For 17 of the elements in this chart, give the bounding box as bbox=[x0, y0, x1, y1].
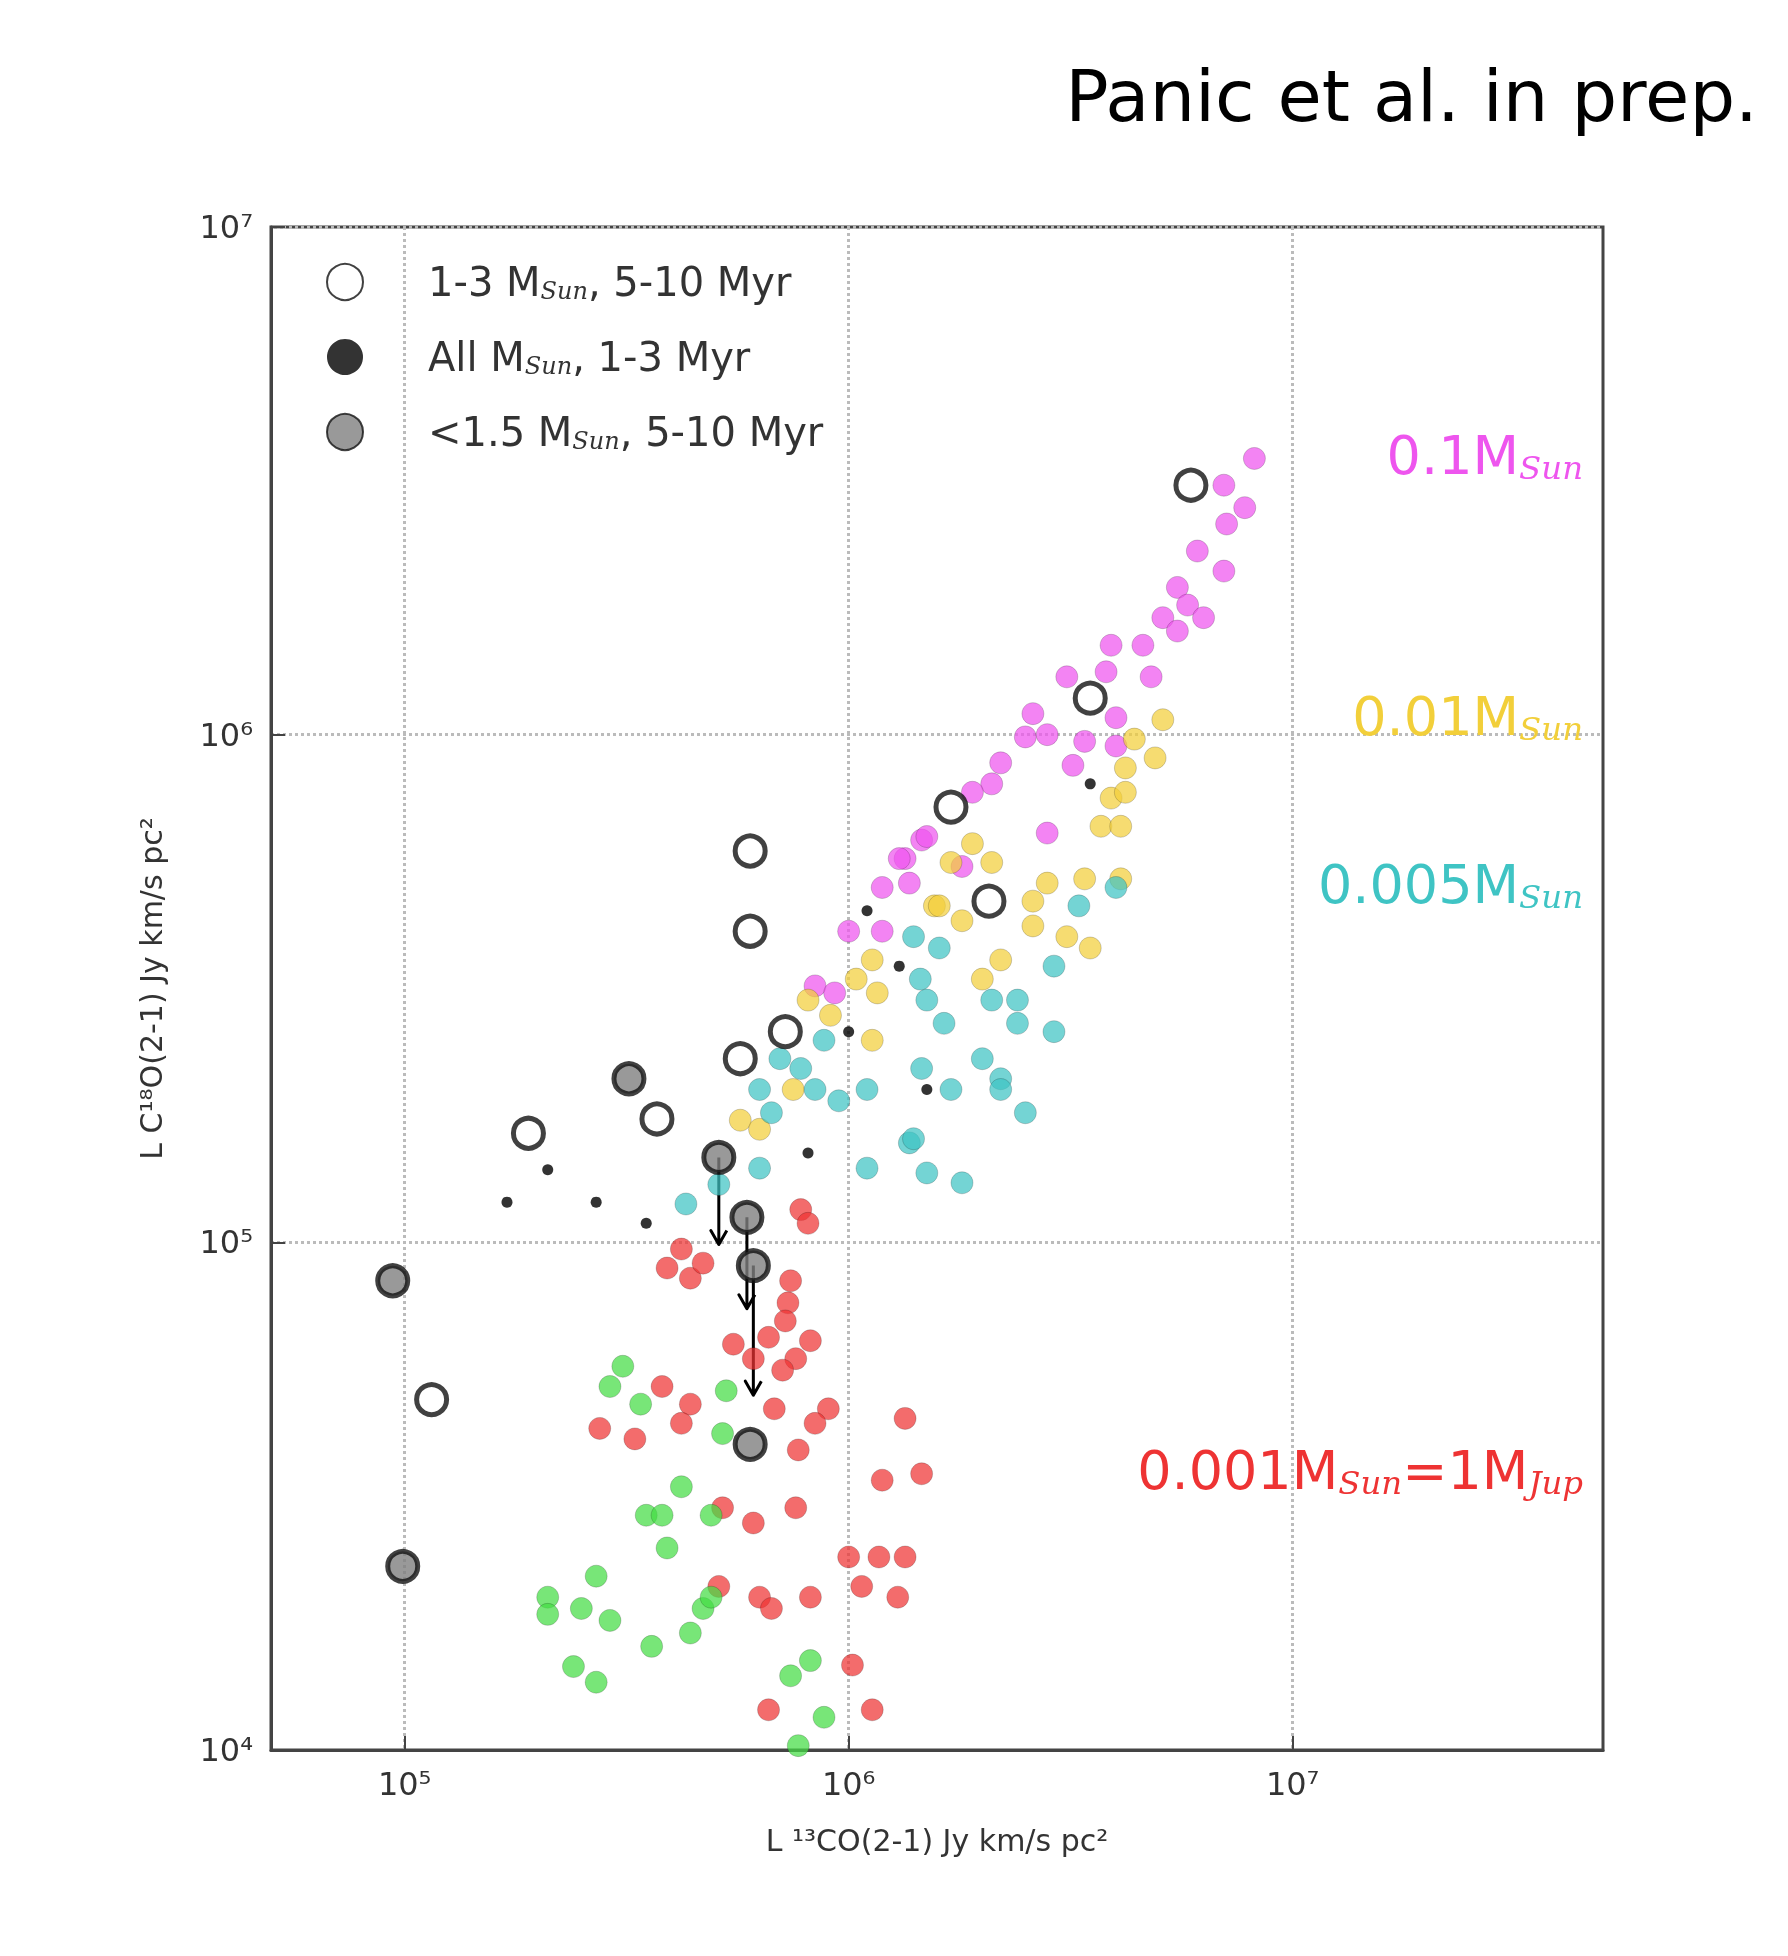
text: 0.001MSun=1MJup bbox=[1137, 1439, 1584, 1503]
y-tick-label: 10⁵ bbox=[199, 1223, 253, 1262]
text: Panic et al. in prep. bbox=[1065, 54, 1758, 138]
legend-label: 1-3 MSun, 5-10 Myr bbox=[428, 259, 793, 305]
legend-label: <1.5 MSun, 5-10 Myr bbox=[428, 409, 824, 455]
y-tick-label: 10⁶ bbox=[199, 715, 253, 754]
x-tick-label: 10⁷ bbox=[1265, 1765, 1320, 1803]
y-axis-title: L C¹⁸O(2-1) Jy km/s pc² bbox=[133, 817, 169, 1160]
x-tick-label: 10⁶ bbox=[821, 1765, 876, 1803]
y-tick-label: 10⁴ bbox=[199, 1731, 253, 1769]
legend-label: All MSun, 1-3 Myr bbox=[428, 334, 751, 380]
x-axis-title: L ¹³CO(2-1) Jy km/s pc² bbox=[765, 1822, 1109, 1858]
y-tick-label: 10⁷ bbox=[199, 208, 253, 246]
text: 0.01MSun bbox=[1352, 685, 1584, 749]
x-tick-label: 10⁵ bbox=[377, 1765, 432, 1803]
text: 0.005MSun bbox=[1317, 852, 1584, 916]
text: 0.1MSun bbox=[1386, 423, 1584, 487]
